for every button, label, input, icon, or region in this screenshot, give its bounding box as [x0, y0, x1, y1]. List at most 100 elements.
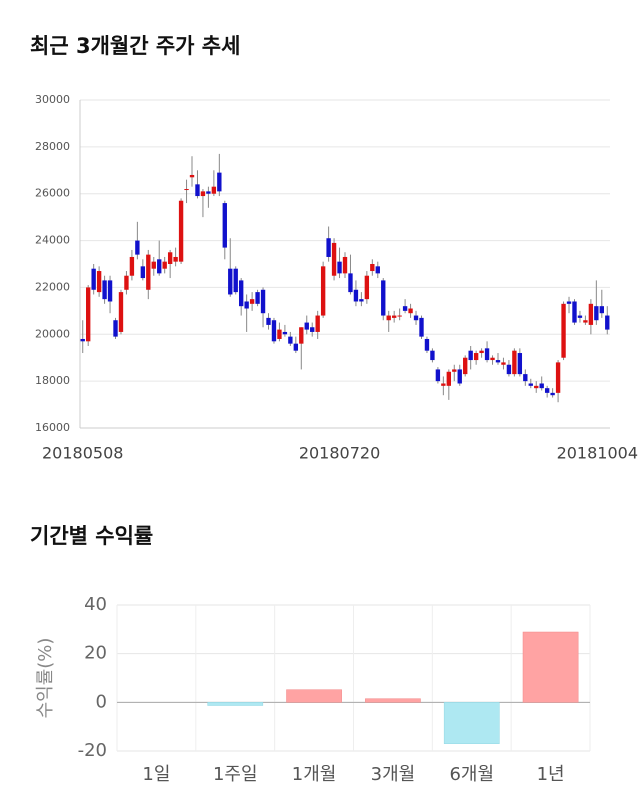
candle-body [200, 191, 206, 197]
candle-body [80, 338, 85, 342]
candle-body [452, 369, 457, 372]
candle-body [353, 289, 359, 302]
candle-body [544, 388, 550, 393]
y-tick-label: 22000 [35, 280, 70, 293]
x-tick-label: 3개월 [371, 764, 416, 785]
candle-body [331, 242, 337, 276]
candle-body [178, 200, 184, 262]
bar [207, 702, 264, 706]
x-tick-label: 1일 [142, 764, 170, 785]
candle-body [288, 336, 293, 344]
y-tick-label: 0 [96, 691, 107, 712]
candle-body [140, 266, 146, 279]
candle-body [512, 350, 517, 375]
y-tick-label: 16000 [35, 421, 70, 434]
candle-body [195, 184, 200, 197]
candle-body [326, 238, 331, 257]
bar [522, 631, 579, 703]
candle-body [277, 329, 282, 339]
y-tick-label: 20000 [35, 327, 70, 340]
x-tick-label: 20180508 [42, 444, 123, 463]
candle-body [124, 275, 129, 290]
x-tick-label: 1주일 [213, 764, 258, 785]
x-tick-label: 20181004 [557, 444, 638, 463]
y-tick-label: 24000 [35, 234, 70, 247]
candle-body [435, 369, 441, 382]
candle-body [91, 268, 96, 290]
candle-body [206, 191, 211, 194]
bar [286, 689, 342, 703]
candle-body [391, 315, 397, 318]
candle-body [320, 266, 326, 316]
y-tick-label: 26000 [35, 187, 70, 200]
candle-body [528, 383, 533, 386]
candle-body [501, 362, 506, 365]
y-tick-label: 40 [84, 594, 107, 615]
x-tick-label: 1년 [537, 764, 565, 785]
candle-body [599, 306, 604, 314]
candle-body [293, 343, 299, 351]
y-tick-label: 18000 [35, 374, 70, 387]
candle-body [566, 301, 572, 304]
candle-body [534, 385, 539, 389]
candle-body [386, 315, 391, 321]
candle-body [211, 186, 217, 194]
candle-body [151, 261, 156, 269]
candle-body [408, 308, 413, 314]
candle-body [113, 320, 118, 337]
candle-body [271, 320, 277, 342]
candle-body [96, 271, 102, 293]
candle-body [304, 322, 309, 330]
candle-body [222, 203, 227, 248]
bar [443, 702, 500, 744]
candle-body [299, 327, 304, 344]
candle-body [446, 371, 451, 386]
candle-body [217, 172, 222, 192]
candle-body [348, 273, 353, 293]
candle-body [495, 360, 501, 363]
candle-body [523, 374, 528, 382]
candle-body [162, 261, 167, 269]
x-tick-label: 6개월 [449, 764, 494, 785]
candle-body [550, 392, 555, 396]
candle-body [249, 299, 255, 304]
x-tick-label: 1개월 [292, 764, 337, 785]
candle-body [118, 292, 124, 332]
candle-body [430, 350, 435, 361]
candle-body [375, 266, 380, 274]
candle-body [167, 252, 173, 264]
candle-body [266, 317, 271, 325]
candle-body [359, 299, 364, 302]
candle-body [413, 315, 419, 321]
candle-body [107, 280, 113, 302]
y-axis-label: 수익률(%) [35, 638, 56, 719]
candle-body [315, 315, 320, 332]
candle-body [594, 306, 599, 321]
candle-body [244, 301, 249, 309]
candle-body [490, 357, 495, 361]
candle-body [572, 301, 577, 323]
candle-body [484, 348, 490, 361]
candle-body [370, 264, 375, 272]
candle-body [402, 306, 408, 311]
candle-body [342, 256, 348, 274]
candle-body [233, 268, 238, 293]
candle-body [424, 338, 430, 351]
candle-body [189, 174, 195, 178]
candle-body [381, 280, 386, 316]
candle-body [419, 317, 424, 337]
candle-body [506, 364, 512, 375]
candle-body [146, 254, 151, 290]
candle-body [539, 383, 544, 389]
candle-body [479, 350, 484, 354]
candle-body [605, 315, 610, 330]
candle-body [173, 256, 178, 262]
candle-body [310, 327, 315, 332]
candle-body [397, 315, 402, 317]
candle-body [468, 350, 473, 361]
candle-body [577, 315, 583, 318]
chart-title: 최근 3개월간 주가 추세 [30, 34, 240, 58]
y-tick-label: -20 [78, 740, 107, 761]
candle-body [583, 320, 588, 323]
candle-body [517, 353, 523, 375]
